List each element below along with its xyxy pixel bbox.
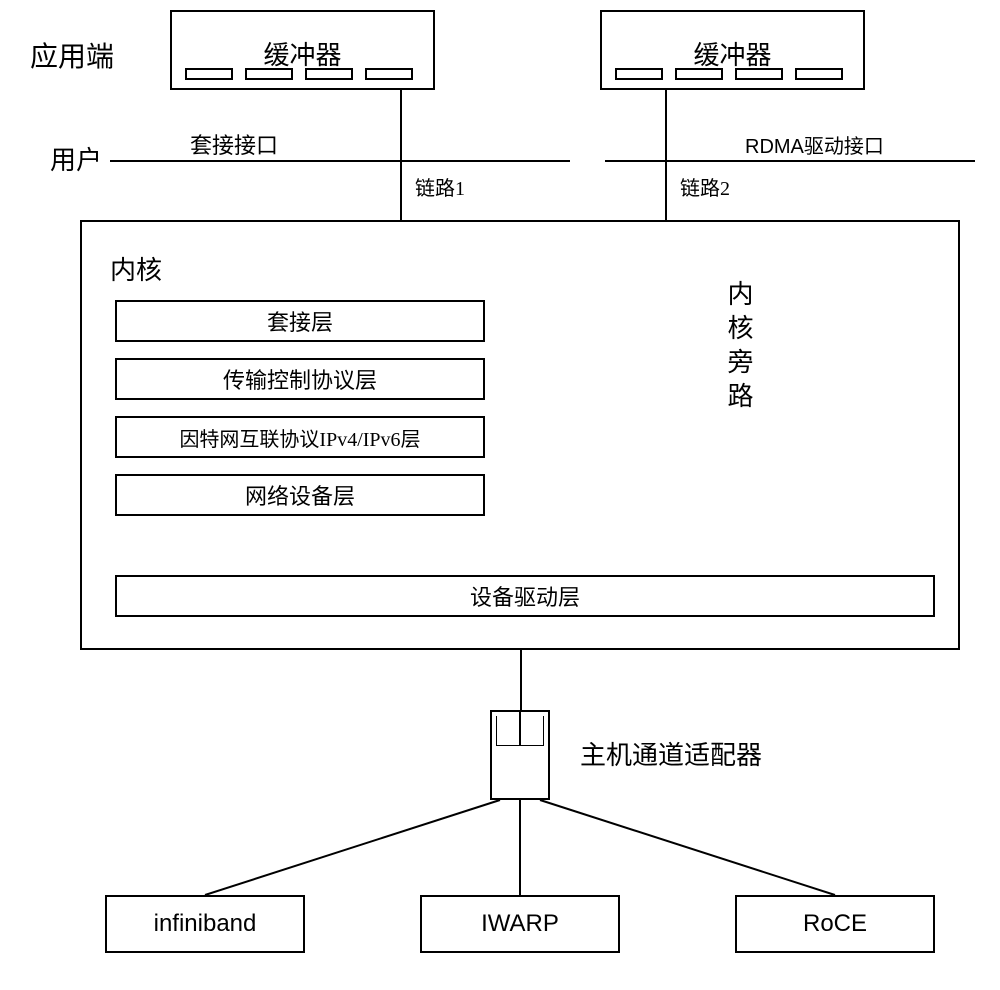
protocol-box-1: IWARP: [420, 895, 620, 953]
protocol-text: IWARP: [481, 910, 559, 938]
protocol-box-0: infiniband: [105, 895, 305, 953]
protocol-text: infiniband: [154, 910, 257, 938]
hca-fanout-lines: [0, 0, 1000, 990]
protocol-text: RoCE: [803, 910, 867, 938]
protocol-box-2: RoCE: [735, 895, 935, 953]
